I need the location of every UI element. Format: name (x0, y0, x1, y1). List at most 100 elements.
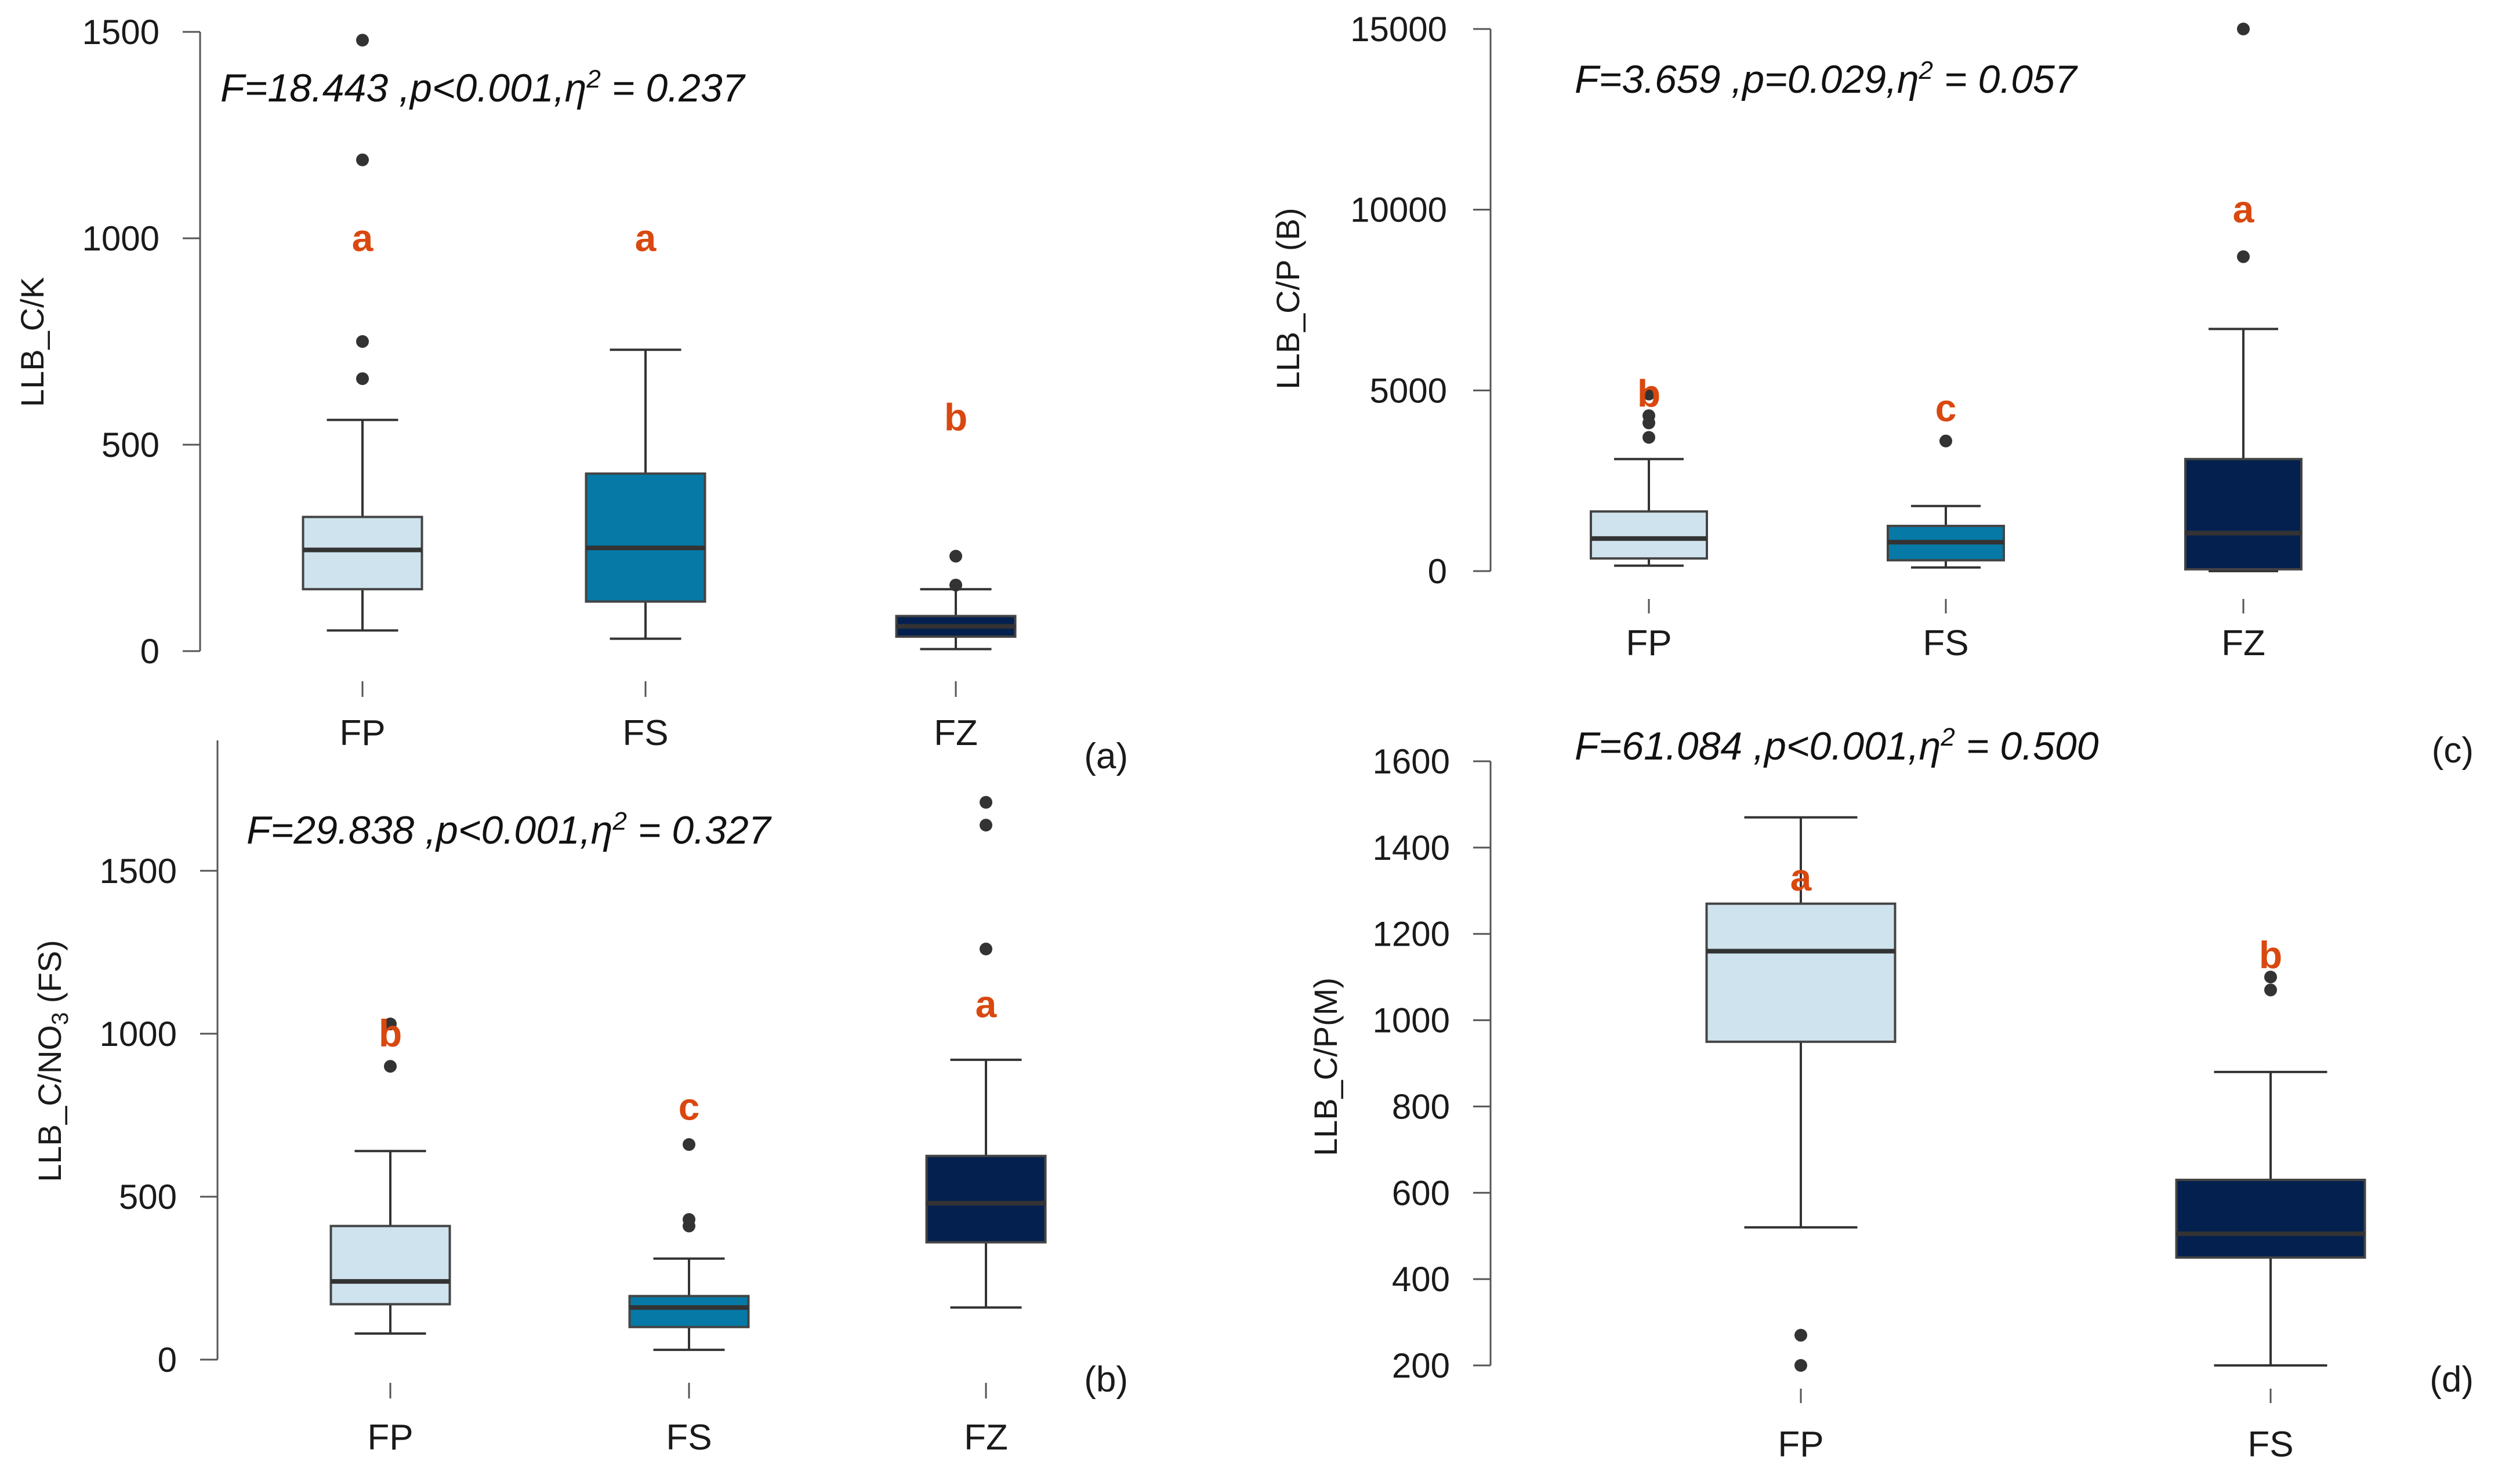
y-tick-label: 400 (1392, 1260, 1450, 1299)
significance-letter: b (944, 396, 967, 439)
y-axis-label-part: LLB_C/P (B) (1270, 208, 1306, 389)
box-iqr (628, 1295, 750, 1328)
y-tick-label: 1500 (100, 852, 177, 891)
box-fp: a (1705, 816, 1897, 1372)
outlier-point (356, 153, 369, 166)
x-category-label: FP (339, 713, 385, 753)
outlier-point (384, 1018, 397, 1031)
x-category-label: FS (2247, 1425, 2293, 1465)
x-category-label: FZ (964, 1418, 1008, 1458)
outlier-point (1642, 387, 1655, 401)
outlier-point (2237, 250, 2250, 263)
y-tick-label: 800 (1392, 1087, 1450, 1126)
box-fz: b (895, 396, 1017, 651)
box-fp: b (1590, 372, 1708, 567)
anova-statistics: F=3.659 ,p=0.029,η2 = 0.057 (1575, 56, 2078, 101)
box-fz: a (2184, 23, 2303, 572)
y-axis-label: LLB_C/P(M) (1307, 978, 1344, 1156)
significance-letter: b (1637, 372, 1660, 415)
y-tick-label: 0 (158, 1340, 177, 1379)
y-tick-label: 0 (1428, 552, 1447, 591)
outlier-point (356, 34, 369, 47)
outlier-point (949, 550, 962, 563)
box-fs: c (628, 1085, 750, 1352)
box-fs: b (2175, 933, 2366, 1367)
box-fp: b (329, 1012, 451, 1335)
y-tick-label: 1500 (82, 13, 159, 52)
eta-superscript: 2 (586, 65, 600, 93)
anova-statistics-part: F=3.659 ,p=0.029,η (1575, 57, 1919, 101)
significance-letter: a (976, 982, 998, 1025)
box-iqr (585, 472, 706, 603)
outlier-point (2237, 23, 2250, 35)
outlier-point (356, 335, 369, 348)
panel-tag: (d) (2430, 1360, 2474, 1400)
significance-letter: a (2233, 188, 2255, 231)
y-axis-label-part: LLB_C/NO (31, 1025, 68, 1182)
significance-letter: a (352, 216, 374, 259)
x-category-label: FZ (2221, 623, 2265, 663)
anova-statistics-part: = 0.057 (1933, 57, 2078, 101)
y-axis-label-part: LLB_C/K (14, 277, 50, 407)
boxplot-panel: 0 500 1000 1500 LLB_C/NO3 (FS) F=29.838 ,p<0.… (31, 740, 1128, 1458)
significance-letter: a (635, 216, 657, 259)
anova-statistics-part: F=61.084 ,p<0.001,η (1575, 724, 1941, 768)
box-iqr (1705, 902, 1897, 1043)
x-category-label: FP (367, 1418, 413, 1458)
anova-statistics-part: = 0.237 (601, 66, 746, 110)
y-tick-label: 1000 (1373, 1001, 1450, 1040)
anova-statistics-part: F=29.838 ,p<0.001,η (246, 808, 612, 852)
outlier-point (980, 942, 992, 956)
box-fs: c (1887, 387, 2005, 569)
box-iqr (1590, 510, 1708, 560)
y-tick-label: 500 (101, 426, 159, 464)
outlier-point (384, 1060, 397, 1073)
x-category-label: FZ (934, 713, 978, 753)
anova-statistics-part: F=18.443 ,p<0.001,η (220, 66, 586, 110)
x-category-label: FS (1923, 623, 1968, 663)
outlier-point (1642, 409, 1655, 422)
y-tick-label: 1600 (1373, 742, 1450, 781)
outlier-point (949, 579, 962, 592)
significance-letter: c (1935, 387, 1957, 430)
boxplot-panel: 0 5000 10000 15000 LLB_C/P (B) F=3.659 ,p=0.0… (1270, 10, 2474, 771)
y-tick-label: 10000 (1350, 191, 1447, 230)
box-fz: a (925, 795, 1047, 1309)
outlier-point (356, 372, 369, 386)
panel-tag: (b) (1084, 1360, 1128, 1400)
anova-statistics: F=61.084 ,p<0.001,η2 = 0.500 (1575, 723, 2099, 768)
y-axis-label-part: (FS) (31, 940, 68, 1012)
y-tick-label: 600 (1392, 1174, 1450, 1212)
y-axis-label: LLB_C/NO3 (FS) (31, 940, 73, 1182)
x-category-label: FP (1626, 623, 1671, 663)
y-tick-label: 1200 (1373, 915, 1450, 954)
anova-statistics-part: = 0.327 (627, 808, 772, 852)
y-tick-label: 200 (1392, 1346, 1450, 1385)
y-tick-label: 0 (140, 632, 159, 671)
y-axis-label: LLB_C/P (B) (1270, 208, 1306, 389)
eta-superscript: 2 (1940, 723, 1955, 751)
box-fs: a (585, 216, 706, 640)
outlier-point (1939, 434, 1952, 448)
outlier-point (683, 1138, 695, 1151)
box-fp: a (302, 34, 423, 632)
x-category-label: FP (1778, 1425, 1823, 1465)
anova-statistics: F=29.838 ,p<0.001,η2 = 0.327 (246, 807, 772, 852)
y-axis-label: LLB_C/K (14, 277, 50, 407)
outlier-point (2264, 983, 2277, 997)
x-category-label: FS (622, 713, 668, 753)
eta-superscript: 2 (1919, 56, 1933, 85)
outlier-point (1794, 1359, 1807, 1372)
y-axis-label-subscript: 3 (48, 1012, 73, 1025)
outlier-point (980, 819, 992, 832)
boxplot-panel: 0 500 1000 1500 LLB_C/K F=18.443 ,p<0.001,η2 … (14, 13, 1128, 776)
outlier-point (1794, 1328, 1807, 1342)
anova-statistics: F=18.443 ,p<0.001,η2 = 0.237 (220, 65, 746, 110)
outlier-point (2264, 971, 2277, 984)
y-tick-label: 1000 (82, 219, 159, 258)
outlier-point (1642, 431, 1655, 444)
boxplot-panel: 200 400 600 800 1000 1200 1400 1600 LLB_C/P(M) F=… (1307, 723, 2474, 1465)
outlier-point (683, 1213, 695, 1226)
y-tick-label: 15000 (1350, 10, 1447, 49)
